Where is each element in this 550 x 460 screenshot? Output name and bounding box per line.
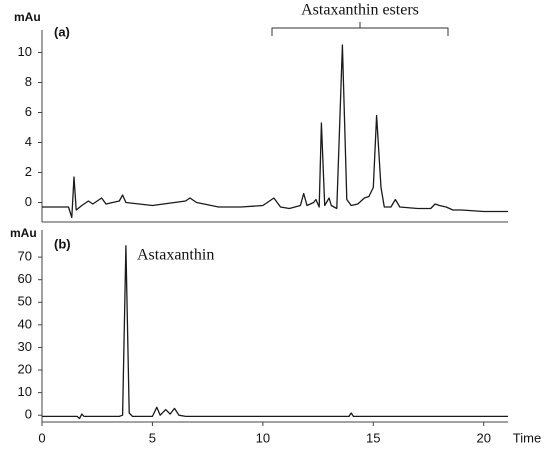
x-tick-label: 15 xyxy=(366,430,380,445)
x-tick-label: 5 xyxy=(149,430,156,445)
y-label: mAu xyxy=(14,10,41,24)
x-tick-label: 10 xyxy=(256,430,270,445)
y-tick-label: 40 xyxy=(18,316,32,331)
x-label: Time xyxy=(513,430,541,445)
panel-label: (b) xyxy=(54,236,71,251)
y-tick-label: 20 xyxy=(18,361,32,376)
y-tick-label: 0 xyxy=(25,194,32,209)
y-tick-label: 50 xyxy=(18,294,32,309)
y-tick-label: 6 xyxy=(25,104,32,119)
x-tick-label: 0 xyxy=(38,430,45,445)
annotation: Astaxanthin xyxy=(137,247,214,264)
annotation: Astaxanthin esters xyxy=(301,2,419,19)
y-tick-label: 2 xyxy=(25,164,32,179)
y-tick-label: 10 xyxy=(18,384,32,399)
bracket xyxy=(271,22,449,36)
y-tick-label: 70 xyxy=(18,249,32,264)
y-tick-label: 10 xyxy=(18,44,32,59)
chromatogram-line xyxy=(42,245,508,420)
y-tick-label: 0 xyxy=(25,407,32,422)
y-tick-label: 4 xyxy=(25,134,32,149)
panel-label: (a) xyxy=(54,24,70,39)
x-tick-label: 20 xyxy=(476,430,490,445)
chromatogram-line xyxy=(42,44,508,219)
y-tick-label: 8 xyxy=(25,74,32,89)
y-label: mAu xyxy=(10,226,37,240)
y-tick-label: 60 xyxy=(18,271,32,286)
y-tick-label: 30 xyxy=(18,339,32,354)
